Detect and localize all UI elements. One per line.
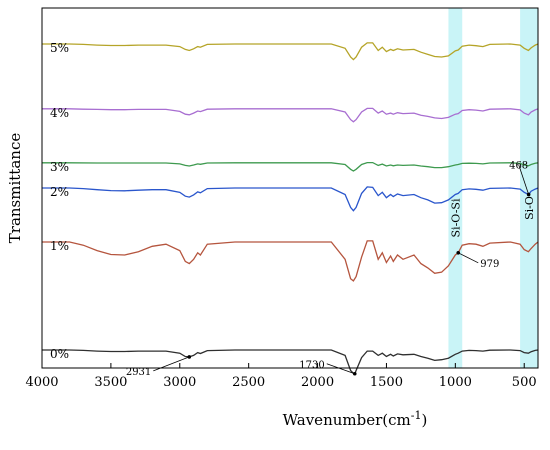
series-line-1 xyxy=(42,107,539,123)
annotation-label-0: 2931 xyxy=(126,367,151,378)
x-tick-label-2: 3000 xyxy=(163,375,196,390)
x-axis-unit-close: ) xyxy=(421,411,427,429)
series-label-1: 4% xyxy=(50,106,69,120)
x-tick-label-5: 1500 xyxy=(370,375,403,390)
y-axis-title: Transmittance xyxy=(6,133,24,244)
highlight-band-0 xyxy=(448,8,463,368)
series-line-3 xyxy=(42,186,539,212)
x-axis-title-text: Wavenumber xyxy=(283,411,383,429)
series-label-3: 2% xyxy=(50,185,69,199)
series-labels: 5% 4% 3% 2% 1% 0% Si-O-Si Si-O xyxy=(50,41,536,361)
series-line-5 xyxy=(42,349,539,375)
series-label-5: 0% xyxy=(50,347,69,361)
series-label-2: 3% xyxy=(50,160,69,174)
series-line-4 xyxy=(42,240,539,282)
x-axis-unit-open: ( xyxy=(382,411,388,429)
highlight-bands xyxy=(448,8,538,368)
x-tick-label-6: 1000 xyxy=(439,375,472,390)
annotation-arrow-0 xyxy=(153,356,190,372)
annotation-arrow-1 xyxy=(326,363,355,375)
x-tick-label-1: 3500 xyxy=(94,375,127,390)
highlight-band-1 xyxy=(520,8,538,368)
annotation-point-3 xyxy=(526,192,531,197)
annotations: 2931 1730 979 468 xyxy=(126,160,531,378)
x-axis-title: Wavenumber(cm-1) xyxy=(283,409,428,430)
band-label-0: Si-O-Si xyxy=(449,198,462,237)
x-axis-ticks: 4000 3500 3000 2500 2000 1500 1000 500 xyxy=(25,363,537,390)
series-lines xyxy=(42,42,539,375)
x-axis-unit-sup: -1 xyxy=(411,409,422,422)
series-label-4: 1% xyxy=(50,239,69,253)
series-line-2 xyxy=(42,161,539,172)
series-label-0: 5% xyxy=(50,41,69,55)
series-line-0 xyxy=(42,42,539,61)
annotation-arrow-3 xyxy=(518,164,530,195)
annotation-label-2: 979 xyxy=(480,259,499,270)
annotation-label-3: 468 xyxy=(509,160,528,171)
band-label-1: Si-O xyxy=(523,196,536,220)
annotation-arrow-2 xyxy=(458,252,479,264)
x-tick-label-4: 2000 xyxy=(301,375,334,390)
x-axis-unit: cm xyxy=(388,411,411,429)
x-tick-label-3: 2500 xyxy=(232,375,265,390)
annotation-point-1 xyxy=(352,371,357,376)
annotation-point-2 xyxy=(456,251,461,255)
x-tick-label-7: 500 xyxy=(512,375,537,390)
annotation-label-1: 1730 xyxy=(299,360,324,371)
annotation-point-0 xyxy=(187,355,192,359)
x-tick-label-0: 4000 xyxy=(25,375,58,390)
plot-frame xyxy=(41,7,539,369)
